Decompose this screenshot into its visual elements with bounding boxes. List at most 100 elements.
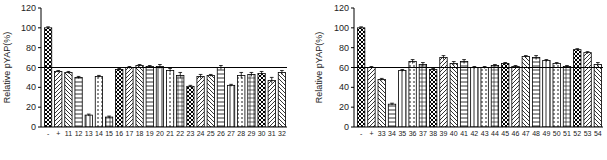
x-tick-label: 12 xyxy=(75,130,83,137)
y-tick xyxy=(38,47,41,48)
x-tick-label: 22 xyxy=(176,130,184,137)
y-tick xyxy=(38,8,41,9)
bar xyxy=(481,68,488,128)
x-tick-label: 29 xyxy=(248,130,256,137)
error-bar xyxy=(534,56,538,60)
bar xyxy=(429,69,436,127)
bar xyxy=(95,76,102,127)
x-tick-label: 47 xyxy=(522,130,530,137)
bar xyxy=(126,68,133,128)
error-bar xyxy=(280,70,284,74)
chart: 020406080100120-+33343536373839404142434… xyxy=(314,3,603,137)
bar xyxy=(368,68,375,128)
y-tick-label: 20 xyxy=(339,102,349,112)
bar xyxy=(248,74,255,127)
bar xyxy=(278,72,285,127)
bar xyxy=(85,115,92,127)
x-tick-label: 37 xyxy=(419,130,427,137)
x-tick-label: 24 xyxy=(197,130,205,137)
error-bar xyxy=(390,103,394,105)
y-tick-label: 80 xyxy=(339,43,349,53)
bar xyxy=(65,72,72,127)
bar xyxy=(357,28,364,127)
bar xyxy=(207,75,214,127)
error-bar xyxy=(178,72,182,78)
bar xyxy=(399,70,406,127)
x-tick-label: 44 xyxy=(491,130,499,137)
x-tick-label: 30 xyxy=(258,130,266,137)
bar xyxy=(166,70,173,127)
y-tick-label: 0 xyxy=(31,122,36,132)
y-tick-label: 40 xyxy=(339,82,349,92)
x-tick-label: 14 xyxy=(95,130,103,137)
y-tick xyxy=(351,47,354,48)
bar xyxy=(574,50,581,127)
x-tick-label: 35 xyxy=(398,130,406,137)
y-tick xyxy=(351,67,354,68)
y-tick-label: 100 xyxy=(334,23,349,33)
x-tick-label: 38 xyxy=(429,130,437,137)
y-tick-label: 80 xyxy=(26,43,36,53)
error-bar xyxy=(138,65,142,67)
error-bar xyxy=(87,114,91,116)
bar xyxy=(594,65,601,127)
bar xyxy=(450,64,457,127)
bar xyxy=(471,68,478,128)
error-bar xyxy=(250,72,254,76)
x-tick-label: 25 xyxy=(207,130,215,137)
x-tick-label: 21 xyxy=(166,130,174,137)
bar xyxy=(409,62,416,127)
x-tick-label: 18 xyxy=(136,130,144,137)
error-bar xyxy=(260,71,264,75)
error-bar xyxy=(493,65,497,67)
error-bar xyxy=(596,63,600,67)
bar xyxy=(512,67,519,127)
x-tick-label: - xyxy=(360,130,363,137)
bar xyxy=(502,64,509,127)
bar xyxy=(156,67,163,127)
bar xyxy=(227,85,234,127)
bar xyxy=(258,73,265,127)
x-tick-label: 20 xyxy=(156,130,164,137)
x-tick-label: 23 xyxy=(187,130,195,137)
error-bar xyxy=(67,71,71,73)
reference-line xyxy=(41,67,287,68)
y-tick xyxy=(38,67,41,68)
y-tick-label: 40 xyxy=(26,82,36,92)
bar xyxy=(378,79,385,127)
x-tick-label: 51 xyxy=(563,130,571,137)
y-tick xyxy=(38,127,41,128)
x-tick-label: + xyxy=(369,130,373,137)
bar xyxy=(187,86,194,127)
bar xyxy=(44,28,51,127)
bar xyxy=(268,80,275,127)
bar xyxy=(388,104,395,127)
error-bar xyxy=(56,70,60,72)
figure: 020406080100120-+11121314151617181920212… xyxy=(0,0,607,160)
error-bar xyxy=(503,63,507,65)
error-bar xyxy=(586,52,590,54)
error-bar xyxy=(380,78,384,80)
y-tick-label: 100 xyxy=(21,23,36,33)
x-tick-label: 26 xyxy=(217,130,225,137)
x-tick-label: 34 xyxy=(388,130,396,137)
bars xyxy=(354,27,603,127)
bar xyxy=(553,64,560,127)
error-bar xyxy=(359,27,363,29)
chart: 020406080100120-+11121314151617181920212… xyxy=(2,3,287,137)
x-axis xyxy=(354,127,603,128)
error-bar xyxy=(117,68,121,70)
x-tick-label: 32 xyxy=(278,130,286,137)
x-tick-label: 31 xyxy=(268,130,276,137)
x-tick-label: 15 xyxy=(105,130,113,137)
y-tick-label: 60 xyxy=(339,63,349,73)
x-tick-label: 53 xyxy=(584,130,592,137)
bar xyxy=(105,117,112,127)
y-axis-label: Relative pYAP(%) xyxy=(2,32,12,103)
error-bar xyxy=(77,76,81,78)
x-tick-label: 39 xyxy=(440,130,448,137)
y-tick xyxy=(351,27,354,28)
error-bar xyxy=(209,74,213,76)
x-tick-label: 16 xyxy=(115,130,123,137)
x-tick-label: 13 xyxy=(85,130,93,137)
